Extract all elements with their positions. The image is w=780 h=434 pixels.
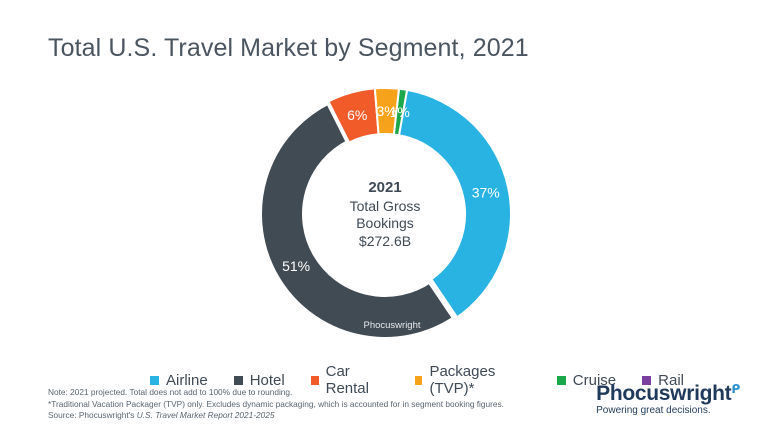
legend-swatch-car-rental [310,375,319,385]
legend-item-cruise: Cruise [556,363,617,397]
legend-swatch-hotel [233,375,243,385]
donut-watermark: Phocuswright [363,320,420,331]
brand-name-text: Phocuswright [596,382,732,405]
data-label-packages-tvp: 3% [376,103,396,119]
data-label-cruise: 1% [390,104,410,120]
footnote-source: Source: Phocuswright's U.S. Travel Marke… [48,410,504,422]
slice-cruise [392,87,409,137]
center-year: 2021 [368,179,401,196]
legend-item-airline: Airline [150,363,208,397]
legend-label-car-rental: Car Rental [325,363,369,397]
legend-label-rail: Rail [658,371,684,389]
legend-label-airline: Airline [166,371,208,389]
slice-airline [397,88,512,320]
legend-label-cruise: Cruise [572,371,617,389]
footnote-tvp: *Traditional Vacation Packager (TVP) onl… [48,398,504,409]
slice-hotel [256,97,460,343]
legend-swatch-cruise [556,375,566,385]
footnote-rounding: Note: 2021 projected. Total does not add… [48,387,293,397]
data-label-airline: 37% [472,185,500,201]
brand-tagline: Powering great decisions. [596,405,711,416]
data-label-car-rental: 6% [347,107,367,123]
source-prefix: Source: Phocuswright's [48,410,137,420]
legend-swatch-airline [150,375,159,385]
legend-swatch-packages [414,375,423,385]
center-line2: Bookings [356,215,414,231]
legend-item-rail: Rail [642,363,684,397]
brand-logo: Phocuswrightᑭ Powering great decisions. [596,382,740,416]
center-line1: Total Gross [350,198,421,214]
footnotes: Note: 2021 projected. Total does not add… [48,387,504,422]
brand-mark-icon: ᑭ [731,382,740,396]
legend-label-hotel: Hotel [249,371,285,389]
legend-label-packages: Packages (TVP)* [429,363,496,397]
legend: Airline Hotel Car Rental Packages (TVP)*… [150,363,710,397]
legend-item-packages: Packages (TVP)* [414,363,531,397]
brand-name: Phocuswrightᑭ [596,382,740,406]
data-label-hotel: 51% [282,258,310,274]
legend-item-hotel: Hotel [233,363,285,397]
legend-swatch-rail [642,375,652,385]
center-value: $272.6B [359,233,411,249]
source-title: U.S. Travel Market Report 2021-2025 [136,410,275,420]
legend-item-car-rental: Car Rental [310,363,389,397]
chart-title: Total U.S. Travel Market by Segment, 202… [48,34,529,62]
